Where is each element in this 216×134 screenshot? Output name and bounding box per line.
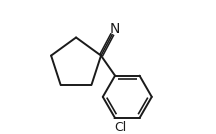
Text: N: N: [110, 22, 120, 36]
Text: Cl: Cl: [114, 121, 126, 134]
